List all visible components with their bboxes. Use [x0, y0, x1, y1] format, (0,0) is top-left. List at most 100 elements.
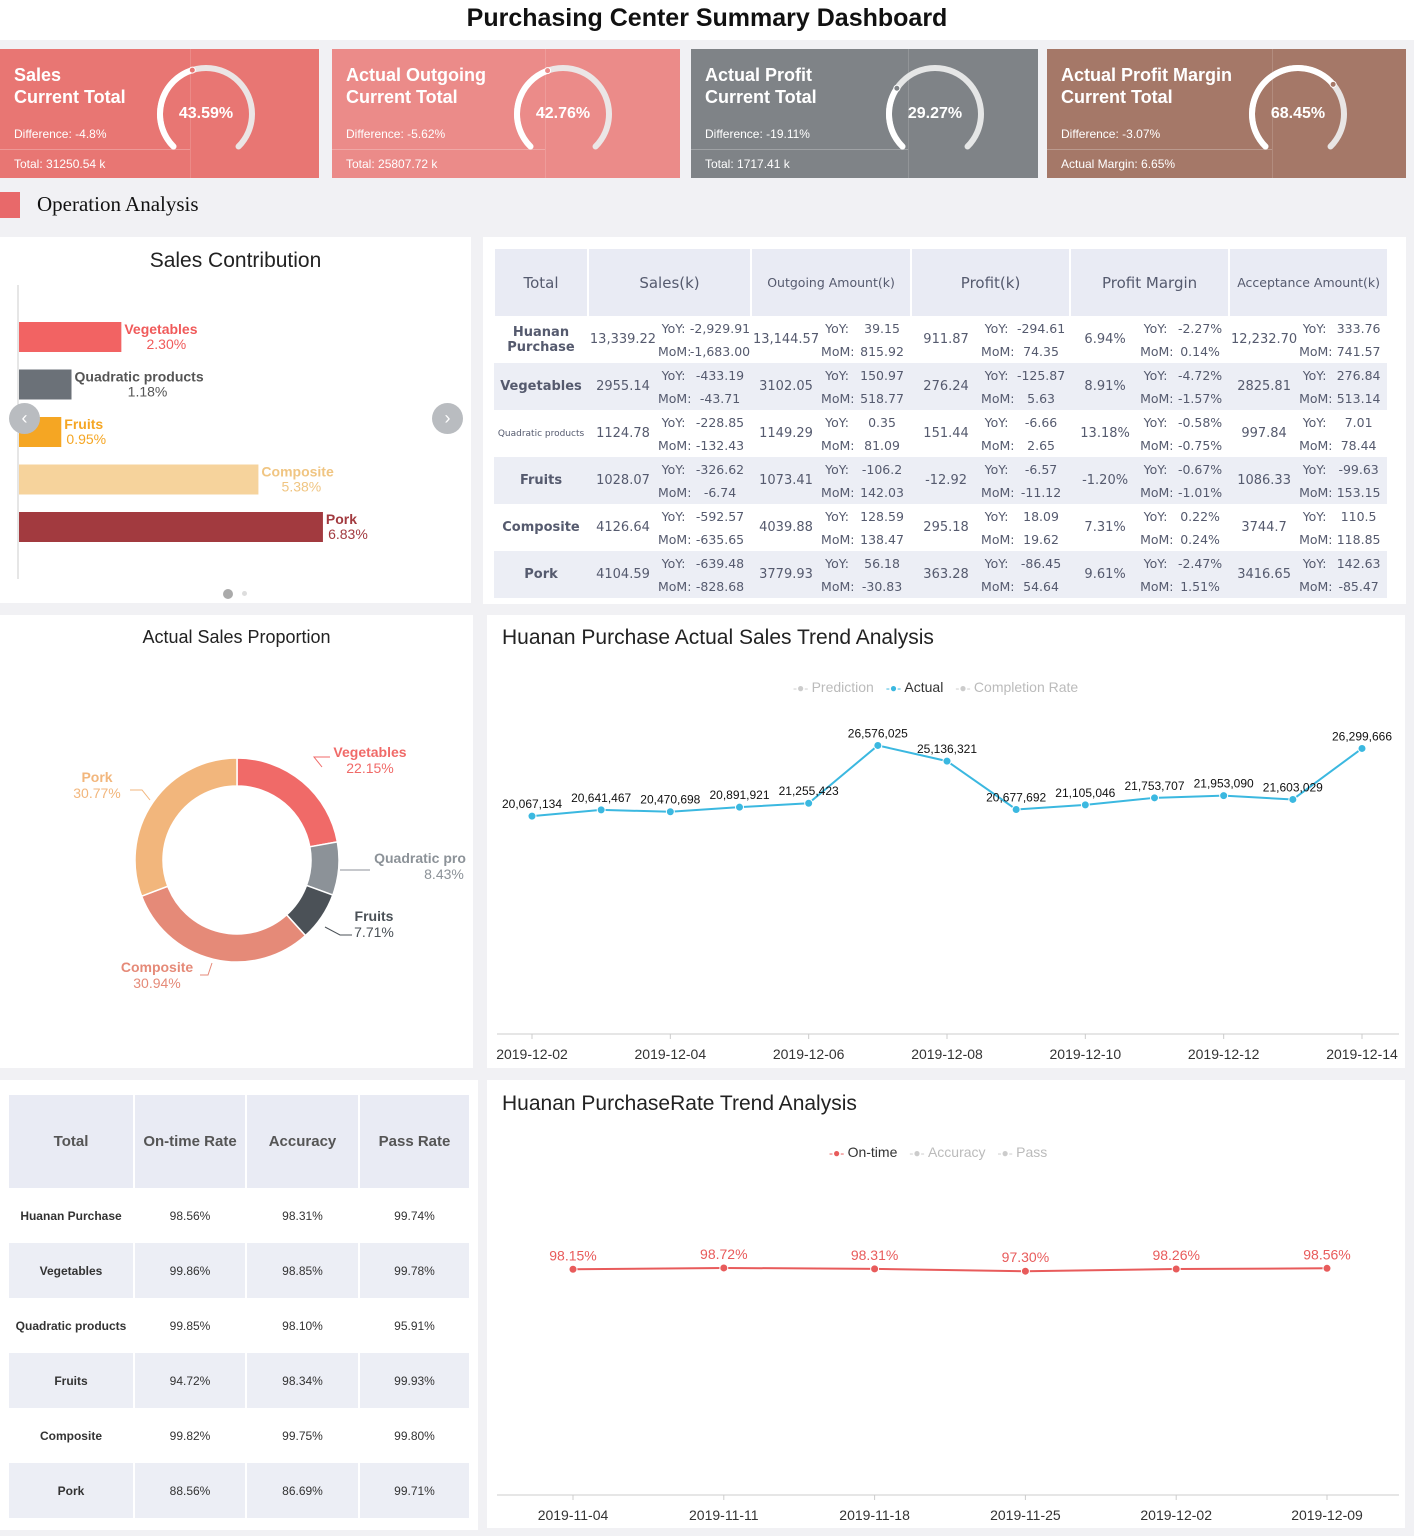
yoy-label: YoY: — [1143, 367, 1168, 383]
donut-slice[interactable] — [134, 757, 238, 898]
data-point[interactable] — [1288, 794, 1298, 804]
data-point[interactable] — [942, 756, 952, 766]
data-point[interactable] — [1171, 1264, 1181, 1274]
data-point[interactable] — [665, 807, 675, 817]
data-point[interactable] — [719, 1263, 729, 1273]
data-point[interactable] — [568, 1264, 578, 1274]
kpi-title-line: Actual Outgoing — [346, 65, 486, 85]
yoy-mom-values: -639.48 -828.68 — [689, 551, 752, 598]
data-label: 26,576,025 — [848, 726, 908, 740]
rate-cell: 88.56% — [134, 1463, 247, 1518]
kpi-card: Actual Profit Margin Current Total Differe… — [1047, 49, 1406, 178]
data-point[interactable] — [735, 802, 744, 812]
data-point[interactable] — [1020, 1266, 1030, 1276]
yoy-value: 56.18 — [864, 555, 900, 571]
bar[interactable] — [19, 322, 122, 352]
carousel-next-button[interactable]: › — [432, 403, 463, 434]
legend-item[interactable]: -●- Completion Rate — [955, 679, 1078, 695]
yoy-mom-values: 0.35 81.09 — [853, 410, 911, 457]
rate-table: Total On-time Rate Accuracy Pass Rate Huanan… — [9, 1095, 471, 1518]
cell-value: 13,339.22 — [589, 332, 657, 347]
mom-label: MoM: — [821, 343, 855, 359]
yoy-mom-values: 0.22% 0.24% — [1171, 504, 1229, 551]
yoy-mom-labels: YoY: MoM: — [981, 410, 1014, 457]
gauge-fill — [1249, 65, 1337, 150]
legend-item[interactable]: -●- On-time — [829, 1144, 897, 1160]
yoy-mom-values: -0.67% -1.01% — [1171, 457, 1230, 504]
data-point[interactable] — [1150, 793, 1159, 803]
mom-value: 81.09 — [864, 437, 900, 453]
carousel-prev-button[interactable]: ‹ — [9, 403, 40, 434]
bar[interactable] — [19, 512, 323, 542]
yoy-mom-labels: YoY: MoM: — [1140, 363, 1174, 410]
donut-slice[interactable] — [140, 885, 307, 963]
leader-line — [200, 962, 213, 976]
table-row: Quadratic products 1124.78 YoY: MoM: -228.85… — [494, 410, 1387, 457]
data-point[interactable] — [1080, 800, 1090, 810]
mom-value: -11.12 — [1020, 484, 1062, 500]
legend-label: Prediction — [811, 679, 874, 695]
legend-item[interactable]: -●- Accuracy — [909, 1144, 985, 1160]
mom-value: -43.71 — [699, 390, 741, 406]
data-label: 21,255,423 — [779, 784, 839, 798]
data-point[interactable] — [1011, 804, 1021, 814]
x-tick-label: 2019-12-12 — [1188, 1046, 1260, 1062]
column-header: Profit(k) — [910, 249, 1071, 316]
x-tick-label: 2019-12-06 — [773, 1046, 845, 1062]
table-row: Huanan Purchase 98.56% 98.31% 99.74% — [9, 1188, 471, 1243]
yoy-mom-labels: YoY: MoM: — [981, 504, 1014, 551]
mom-value: 741.57 — [1336, 343, 1381, 359]
yoy-mom-labels: YoY: MoM: — [981, 316, 1014, 363]
yoy-mom-values: 18.09 19.62 — [1012, 504, 1070, 551]
kpi-title: Actual Outgoing Current Total — [346, 64, 486, 108]
legend-marker-icon: -●- — [829, 1146, 848, 1160]
legend-item[interactable]: -●- Prediction — [793, 679, 874, 695]
carousel-dot[interactable] — [242, 591, 247, 596]
row-name: Composite — [9, 1408, 135, 1463]
yoy-label: YoY: — [1143, 555, 1168, 571]
yoy-value: 128.59 — [860, 508, 904, 524]
slice-label: Composite — [121, 959, 194, 975]
leader-line — [324, 926, 352, 936]
legend-marker-icon: -●- — [955, 681, 974, 695]
data-point[interactable] — [873, 740, 883, 750]
donut-slice[interactable] — [236, 757, 339, 848]
yoy-value: 0.22% — [1180, 508, 1220, 524]
column-header: Profit Margin — [1069, 249, 1230, 316]
mom-label: MoM: — [658, 437, 692, 453]
data-point[interactable] — [1357, 743, 1367, 753]
table-row: Vegetables 99.86% 98.85% 99.78% — [9, 1243, 471, 1298]
data-point[interactable] — [1219, 791, 1229, 801]
yoy-label: YoY: — [825, 508, 849, 524]
bar[interactable] — [19, 464, 259, 495]
yoy-value: 110.5 — [1340, 508, 1377, 524]
yoy-mom-labels: YoY: MoM: — [981, 457, 1014, 504]
yoy-value: 0.35 — [868, 414, 896, 430]
data-point[interactable] — [527, 811, 537, 821]
table-row: Fruits 94.72% 98.34% 99.93% — [9, 1353, 471, 1408]
carousel-dot-active[interactable] — [223, 589, 233, 599]
yoy-mom-labels: YoY: MoM: — [1140, 457, 1174, 504]
data-point[interactable] — [596, 805, 606, 815]
cell-value: 3744.7 — [1241, 520, 1287, 535]
legend-label: Accuracy — [927, 1144, 986, 1160]
cell-value: 276.24 — [911, 363, 982, 410]
chevron-left-icon: ‹ — [21, 408, 28, 428]
legend-item[interactable]: -●- Pass — [998, 1144, 1048, 1160]
yoy-value: -125.87 — [1016, 367, 1066, 383]
yoy-mom-values: -228.85 -132.43 — [689, 410, 751, 457]
bar[interactable] — [19, 369, 72, 400]
data-label: 98.31% — [851, 1247, 898, 1263]
yoy-mom-values: 39.15 815.92 — [853, 316, 911, 363]
data-point[interactable] — [1322, 1263, 1332, 1273]
row-name: Huanan Purchase — [507, 324, 575, 355]
mom-value: -635.65 — [695, 531, 745, 547]
yoy-label: YoY: — [661, 461, 686, 477]
legend-item[interactable]: -●- Actual — [886, 679, 944, 695]
chevron-right-icon: › — [444, 408, 451, 428]
yoy-value: -228.85 — [695, 414, 745, 430]
data-point[interactable] — [870, 1264, 880, 1274]
yoy-mom-labels: YoY: MoM: — [1140, 504, 1173, 551]
data-point[interactable] — [804, 798, 814, 808]
cell-value: 1124.78 — [596, 426, 650, 441]
